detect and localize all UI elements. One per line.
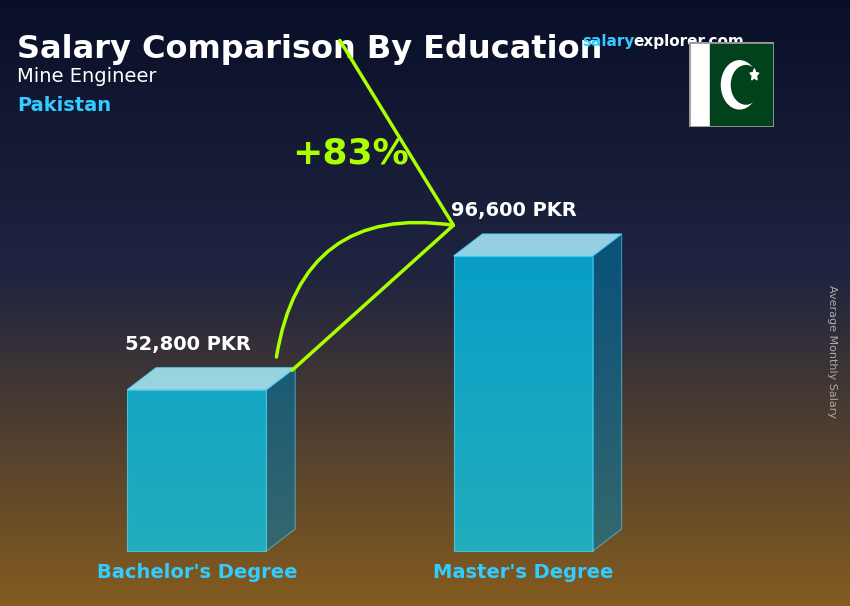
Polygon shape xyxy=(592,234,621,551)
Text: Average Monthly Salary: Average Monthly Salary xyxy=(827,285,837,418)
Polygon shape xyxy=(128,368,295,390)
Circle shape xyxy=(731,65,760,104)
Polygon shape xyxy=(454,234,621,256)
Text: Pakistan: Pakistan xyxy=(17,96,111,115)
Text: 52,800 PKR: 52,800 PKR xyxy=(125,335,251,354)
Text: Bachelor's Degree: Bachelor's Degree xyxy=(97,563,297,582)
Bar xyxy=(710,42,774,127)
Polygon shape xyxy=(454,256,592,551)
Text: +83%: +83% xyxy=(292,137,409,171)
Polygon shape xyxy=(128,390,266,551)
Text: Mine Engineer: Mine Engineer xyxy=(17,67,156,86)
Polygon shape xyxy=(266,368,295,551)
Bar xyxy=(688,42,710,127)
Text: Salary Comparison By Education: Salary Comparison By Education xyxy=(17,34,603,65)
Polygon shape xyxy=(750,68,759,80)
Text: 96,600 PKR: 96,600 PKR xyxy=(451,201,577,220)
Text: Master's Degree: Master's Degree xyxy=(433,563,614,582)
Text: explorer.com: explorer.com xyxy=(633,34,745,49)
Text: salary: salary xyxy=(583,34,635,49)
Circle shape xyxy=(722,61,757,109)
